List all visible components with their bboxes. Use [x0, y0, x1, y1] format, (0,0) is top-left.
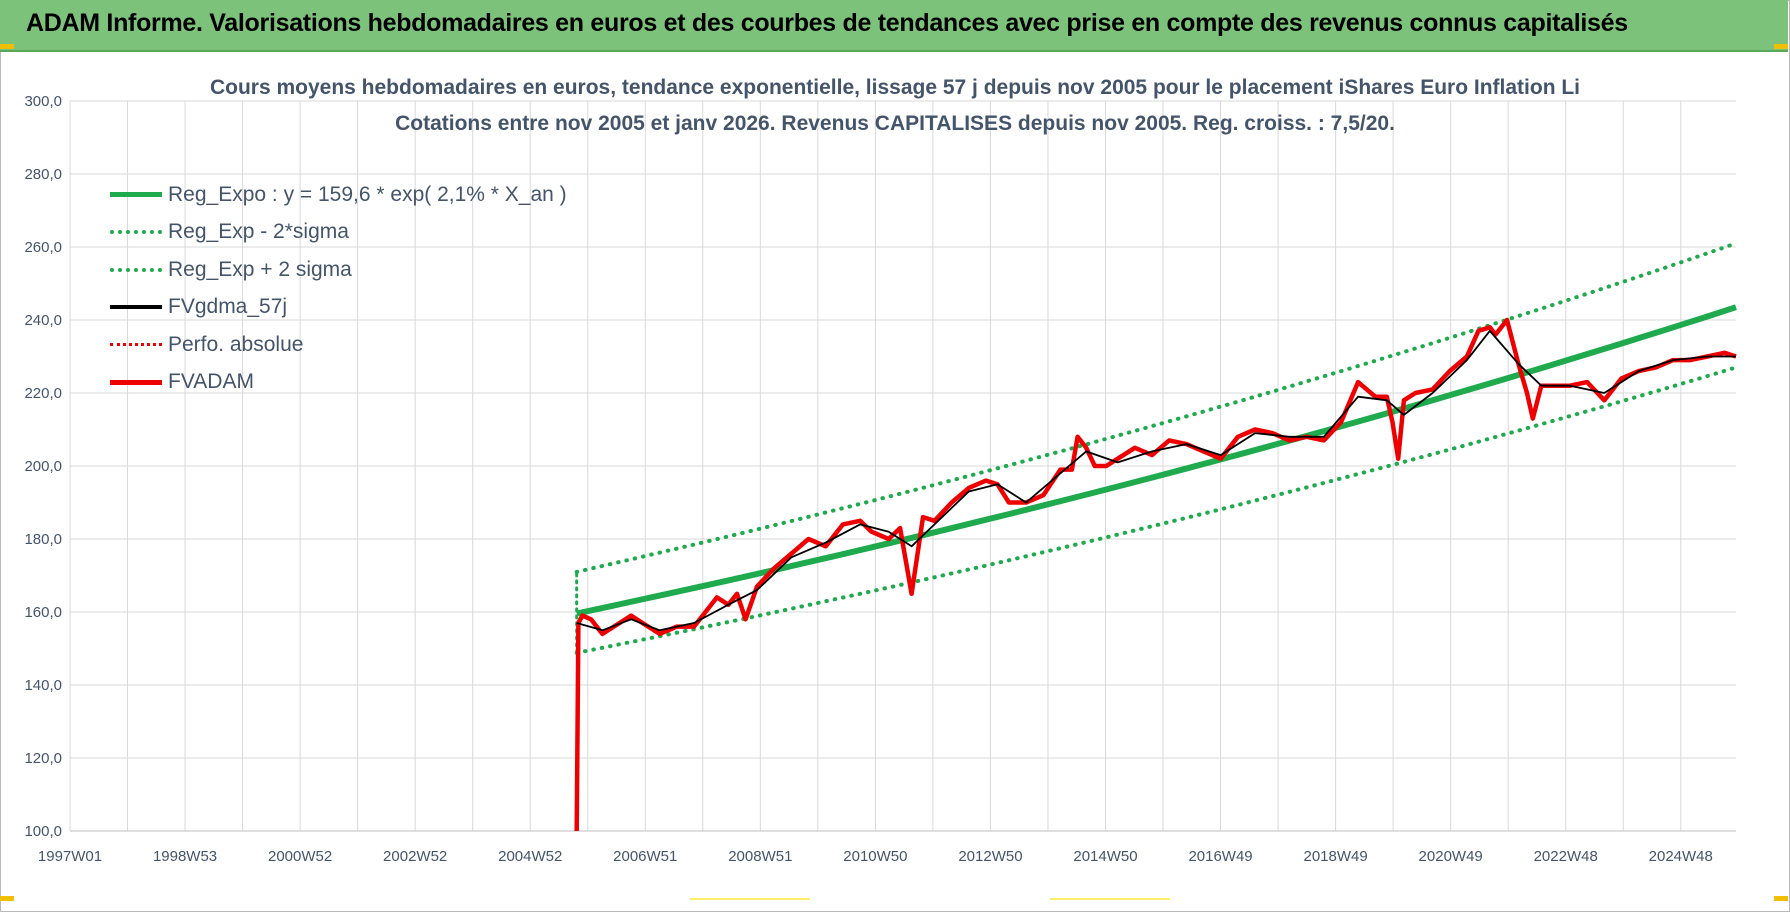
x-tick-label: 2018W49 — [1303, 848, 1367, 865]
y-tick-label: 160,0 — [24, 604, 62, 621]
legend-item-perfo-absolue: Perfo. absolue — [110, 326, 567, 364]
x-tick-label: 2012W50 — [958, 848, 1022, 865]
x-tick-label: 2024W48 — [1649, 848, 1713, 865]
legend-item-reg-exp-minus: Reg_Exp - 2*sigma — [110, 214, 567, 252]
y-tick-label: 260,0 — [24, 239, 62, 256]
bottom-mark-2 — [1050, 898, 1170, 900]
legend-label-fvadam: FVADAM — [168, 370, 254, 394]
chart-legend: Reg_Expo : y = 159,6 * exp( 2,1% * X_an … — [110, 176, 567, 401]
x-tick-label: 2004W52 — [498, 848, 562, 865]
legend-item-reg-expo: Reg_Expo : y = 159,6 * exp( 2,1% * X_an … — [110, 176, 567, 214]
x-tick-label: 2006W51 — [613, 848, 677, 865]
legend-swatch-reg-exp-minus — [110, 230, 162, 235]
legend-swatch-fvgdma — [110, 305, 162, 310]
corner-mark-bottom-left — [0, 896, 14, 901]
legend-item-fvgdma: FVgdma_57j — [110, 289, 567, 327]
corner-mark-bottom-right — [1774, 896, 1788, 901]
y-tick-label: 300,0 — [24, 93, 62, 110]
x-tick-label: 2022W48 — [1534, 848, 1598, 865]
y-tick-label: 140,0 — [24, 677, 62, 694]
legend-swatch-reg-exp-plus — [110, 267, 162, 272]
y-tick-label: 100,0 — [24, 823, 62, 840]
y-tick-label: 200,0 — [24, 458, 62, 475]
legend-label-reg-exp-minus: Reg_Exp - 2*sigma — [168, 220, 349, 244]
banner-title: ADAM Informe. Valorisations hebdomadaire… — [26, 9, 1628, 37]
chart-title-line-1: Cours moyens hebdomadaires en euros, ten… — [209, 76, 1581, 99]
x-tick-label: 2010W50 — [843, 848, 907, 865]
x-tick-label: 2020W49 — [1419, 848, 1483, 865]
bottom-mark-1 — [690, 898, 810, 900]
x-tick-label: 2008W51 — [728, 848, 792, 865]
y-tick-label: 180,0 — [24, 531, 62, 548]
x-tick-label: 1998W53 — [153, 848, 217, 865]
legend-swatch-perfo-absolue — [110, 343, 162, 347]
y-tick-label: 220,0 — [24, 385, 62, 402]
legend-swatch-reg-expo — [110, 192, 162, 198]
chart-title-line-2: Cotations entre nov 2005 et janv 2026. R… — [395, 112, 1395, 135]
legend-label-perfo-absolue: Perfo. absolue — [168, 332, 304, 356]
legend-label-reg-expo: Reg_Expo : y = 159,6 * exp( 2,1% * X_an … — [168, 182, 567, 206]
legend-swatch-fvadam — [110, 379, 162, 385]
x-tick-label: 1997W01 — [38, 848, 102, 865]
chart-plot: 100,0 120,0 140,0 160,0 180,0 200,0 220,0 240,0… — [24, 93, 1738, 865]
y-tick-label: 120,0 — [24, 750, 62, 767]
x-tick-label: 2016W49 — [1188, 848, 1252, 865]
fvgdma-57j-line — [576, 329, 1736, 632]
y-tick-label: 280,0 — [24, 166, 62, 183]
legend-item-fvadam: FVADAM — [110, 364, 567, 402]
reg-exp-minus-2sigma-line — [574, 365, 1738, 655]
corner-mark-top-right — [1774, 44, 1788, 49]
x-tick-label: 2002W52 — [383, 848, 447, 865]
corner-mark-top-left — [0, 44, 14, 49]
x-tick-label: 2014W50 — [1073, 848, 1137, 865]
y-tick-label: 240,0 — [24, 312, 62, 329]
reg-expo-line — [576, 304, 1737, 617]
x-tick-label: 2000W52 — [268, 848, 332, 865]
banner: ADAM Informe. Valorisations hebdomadaire… — [0, 0, 1788, 52]
legend-item-reg-exp-plus: Reg_Exp + 2 sigma — [110, 251, 567, 289]
legend-label-fvgdma: FVgdma_57j — [168, 295, 288, 319]
fvadam-line — [574, 317, 1737, 832]
legend-label-reg-exp-plus: Reg_Exp + 2 sigma — [168, 257, 352, 281]
reg-exp-plus-2sigma-line — [574, 241, 1738, 574]
